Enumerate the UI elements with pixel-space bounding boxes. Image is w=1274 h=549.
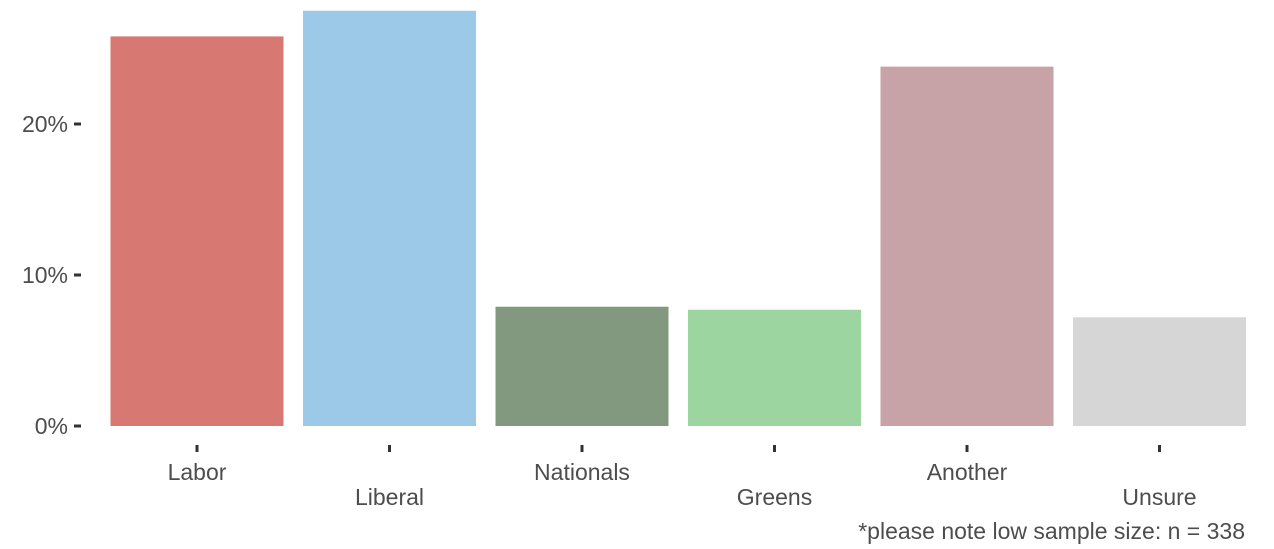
sample-size-note: *please note low sample size: n = 338 (858, 518, 1245, 544)
x-tick-label-unsure: Unsure (1122, 484, 1196, 510)
y-tick-label: 20% (22, 111, 68, 137)
x-tick-label-nationals: Nationals (534, 459, 630, 485)
bar-liberal (303, 10, 476, 426)
x-tick-label-greens: Greens (737, 484, 812, 510)
bar-labor (110, 36, 284, 427)
y-tick-label: 10% (22, 262, 68, 288)
x-axis: Labor Liberal Nationals Greens Another Unsure (168, 445, 1197, 510)
bar-greens (688, 309, 861, 426)
bar-nationals (495, 306, 669, 426)
x-tick-label-labor: Labor (168, 459, 227, 485)
x-tick-label-another: Another (927, 459, 1008, 485)
y-tick-label: 0% (35, 413, 68, 439)
bars (110, 10, 1246, 427)
y-axis: 0% 10% 20% (22, 111, 81, 439)
x-tick-label-liberal: Liberal (355, 484, 424, 510)
bar-unsure (1073, 317, 1246, 426)
bar-another (880, 66, 1054, 427)
